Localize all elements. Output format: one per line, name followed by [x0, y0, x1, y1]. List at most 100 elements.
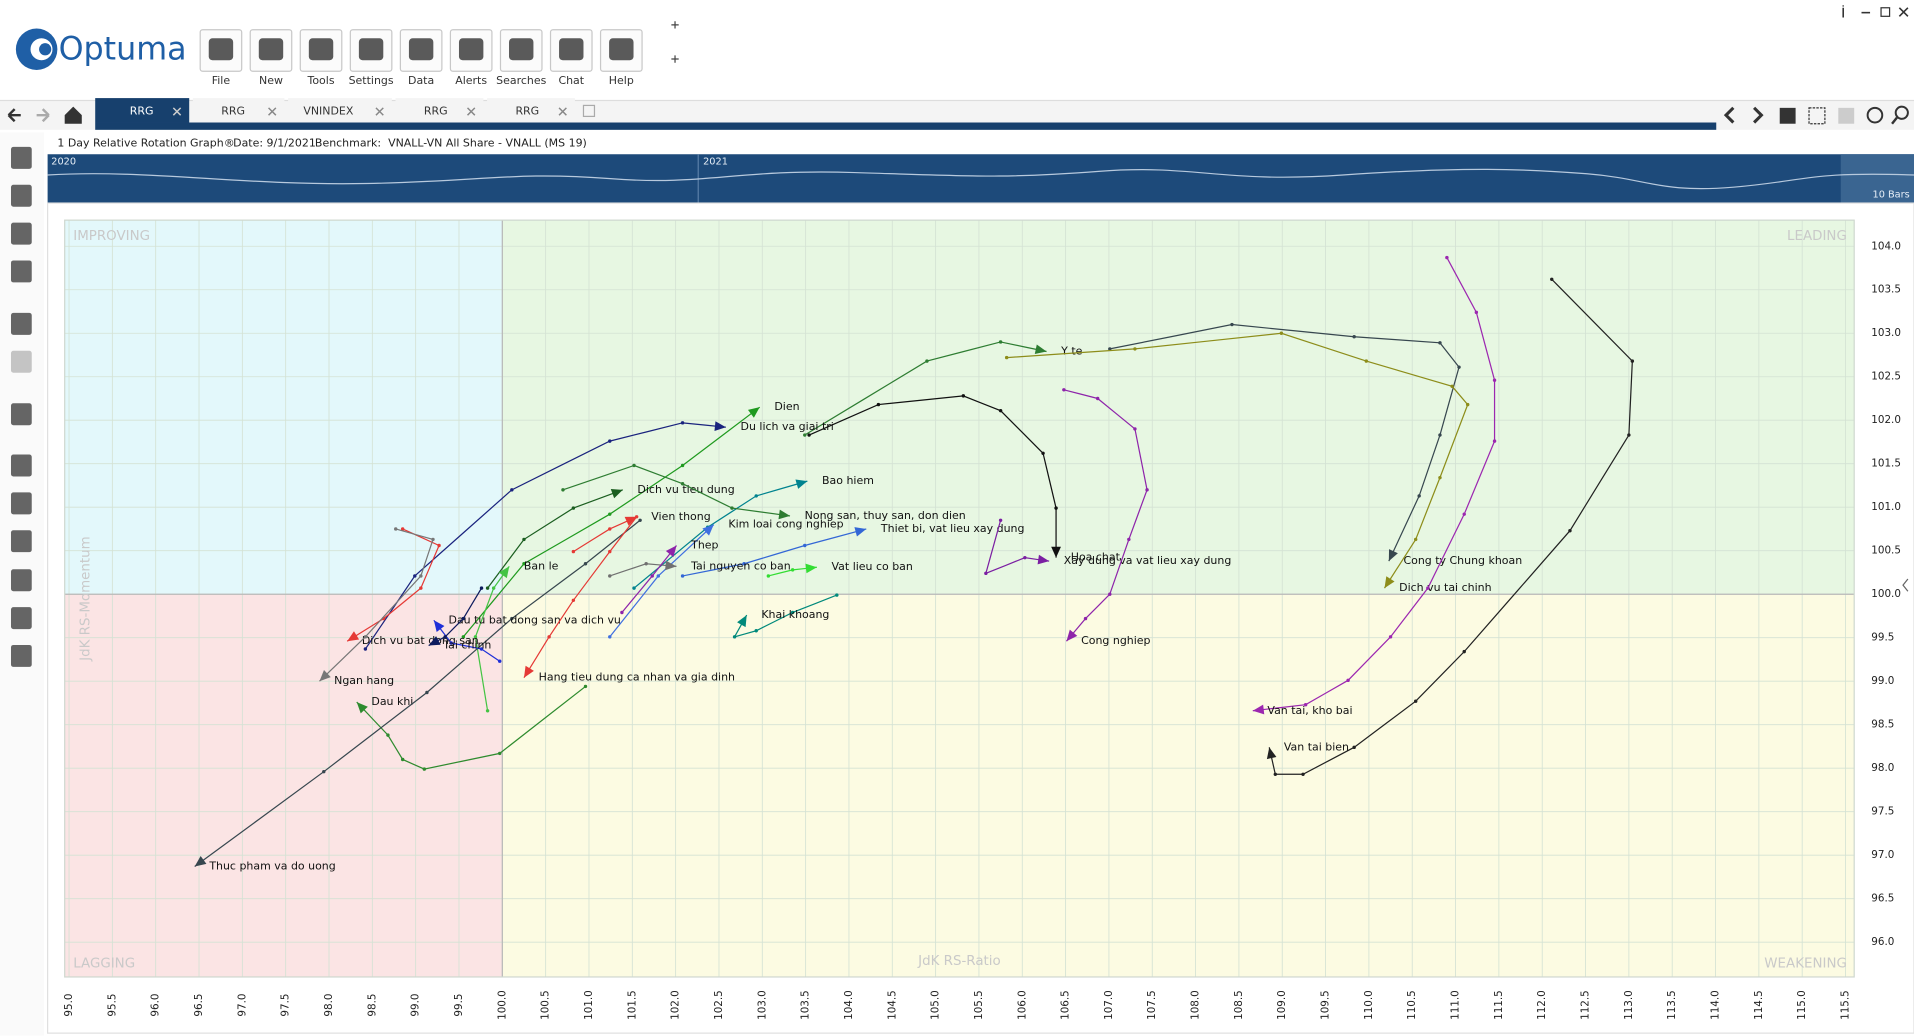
trail-point [510, 616, 514, 621]
navigator-window[interactable] [1840, 154, 1914, 204]
sidebar-icon[interactable] [10, 260, 32, 283]
prev-icon[interactable] [1723, 106, 1735, 124]
close-icon[interactable] [1898, 7, 1909, 17]
toolbar-button[interactable]: Tools [299, 29, 343, 87]
grid-icon[interactable] [1808, 107, 1826, 125]
sidebar-icon[interactable] [10, 492, 32, 515]
sidebar-icon[interactable] [10, 454, 32, 477]
rrg-trail[interactable]: Dau khi [356, 684, 588, 771]
toolbar-button[interactable]: Help [599, 29, 643, 87]
sidebar-icon[interactable] [10, 569, 32, 592]
rrg-trail[interactable]: Dau tu bat dong san va dich vu [433, 613, 621, 663]
rrg-trail[interactable]: Xay dung va vat lieu xay dung [984, 518, 1231, 576]
sidebar-icon[interactable] [10, 644, 32, 667]
trail-point [632, 586, 636, 590]
panel-expand-icon[interactable] [1902, 578, 1909, 592]
toolbar-icon [509, 38, 534, 61]
rrg-trail[interactable]: Tai chinh [428, 586, 492, 652]
next-icon[interactable] [1753, 106, 1764, 124]
rrg-trail[interactable]: Cong nghiep [1062, 388, 1151, 647]
navigator[interactable] [47, 154, 1914, 204]
trail-point [680, 574, 685, 578]
new-tab[interactable] [582, 104, 596, 118]
rrg-trail[interactable]: Ban le [473, 559, 559, 713]
toolbar-button[interactable]: Alerts [449, 29, 493, 87]
rrg-trail[interactable]: Cong ty Chung khoan [1108, 322, 1522, 567]
float-icon[interactable] [1838, 107, 1855, 124]
rrg-trail[interactable]: Van tai, kho bai [1252, 255, 1497, 717]
rrg-trail[interactable]: Vat lieu co ban [766, 560, 913, 578]
refresh-icon[interactable] [1866, 106, 1884, 124]
home-icon[interactable] [64, 106, 82, 124]
tab[interactable]: RRG [395, 98, 484, 123]
series-label: Van tai, kho bai [1267, 704, 1352, 717]
toolbar-label: Chat [558, 74, 584, 87]
search-icon[interactable] [1894, 105, 1909, 120]
series-label: Thep [690, 539, 718, 552]
tab-close[interactable] [268, 107, 277, 116]
trail-point [835, 593, 839, 597]
tab[interactable]: RRG [95, 98, 190, 123]
rrg-trail[interactable]: Van tai bien [1266, 277, 1635, 776]
trail-arrow [347, 631, 360, 642]
rrg-trail[interactable]: Dien [461, 400, 800, 639]
toolbar-button[interactable]: File [199, 29, 243, 87]
sidebar-icon[interactable] [10, 403, 32, 426]
sidebar-icon[interactable] [10, 312, 32, 335]
trail-point [1303, 702, 1308, 707]
trail-line [194, 519, 641, 867]
rrg-trail[interactable]: Dich vu tai chinh [1004, 331, 1492, 595]
x-tick-label: 103.0 [756, 990, 768, 1020]
tab[interactable]: RRG [487, 98, 575, 123]
toolbar-button[interactable]: Chat [549, 29, 593, 87]
sidebar-icon[interactable] [10, 607, 32, 630]
tab-label: VNINDEX [303, 105, 354, 118]
tab[interactable]: RRG [192, 98, 285, 123]
y-tick-label: 96.5 [1871, 893, 1894, 905]
trail-line [487, 489, 623, 589]
rrg-trail[interactable]: Tai nguyen co ban [608, 559, 791, 578]
sidebar-icon[interactable] [10, 350, 32, 373]
maximize-icon[interactable] [1880, 7, 1891, 17]
x-tick-label: 95.5 [106, 994, 118, 1017]
rrg-trail[interactable]: Dich vu tieu dung [485, 483, 735, 590]
rrg-trail[interactable]: Hang tieu dung ca nhan va gia dinh [523, 515, 735, 684]
toolbar-button[interactable]: Searches [496, 29, 547, 87]
tab-close[interactable] [466, 107, 476, 116]
rrg-trail[interactable]: Thep [620, 539, 719, 615]
toolbar-button[interactable]: Settings [349, 29, 394, 87]
rrg-trail[interactable]: Y te [803, 340, 1083, 437]
toolbar: File New Tools Settings Data Alerts Searches Ch… [199, 29, 643, 87]
trail-point [1417, 494, 1421, 498]
rrg-trail[interactable]: Nong san, thuy san, don dien [561, 463, 966, 522]
toolbar-button[interactable]: New [249, 29, 293, 87]
tab-close[interactable] [558, 107, 567, 116]
tab-close[interactable] [172, 107, 182, 116]
sidebar-icon[interactable] [10, 530, 32, 553]
tab[interactable]: VNINDEX [288, 98, 392, 123]
rrg-trail[interactable]: Thiet bi, vat lieu xay dung [680, 522, 1025, 578]
sidebar-icon[interactable] [10, 222, 32, 245]
x-tick-label: 115.5 [1840, 990, 1852, 1020]
rrg-trail[interactable]: Khai khoang [732, 593, 839, 639]
rrg-trail[interactable]: Ngan hang [319, 527, 435, 687]
rrg-trail[interactable]: Hoa chat [807, 394, 1121, 564]
rrg-trail[interactable]: Bao hiem [632, 474, 874, 590]
rrg-trail[interactable]: Thuc pham va do uong [194, 518, 642, 873]
rrg-trail[interactable]: Kim loai cong nghiep [608, 518, 844, 639]
add-icon[interactable] [671, 21, 679, 63]
x-tick-label: 113.0 [1623, 990, 1635, 1020]
back-icon[interactable] [7, 108, 21, 123]
tab-close[interactable] [375, 107, 384, 116]
toolbar-button[interactable]: Data [399, 29, 443, 87]
chart-info-date: Date: 9/1/2021 [233, 136, 316, 149]
rrg-trail[interactable]: Du lich va giai tri [363, 420, 834, 651]
forward-icon[interactable] [36, 108, 50, 123]
x-tick-label: 109.5 [1320, 990, 1332, 1020]
rrg-trail[interactable]: Vien thong [571, 510, 711, 554]
sidebar-icon[interactable] [10, 146, 32, 169]
layout-icon[interactable] [1779, 107, 1796, 124]
sidebar-icon[interactable] [10, 184, 32, 207]
series-label: Vien thong [651, 510, 710, 523]
logo[interactable]: Optuma [15, 28, 187, 71]
